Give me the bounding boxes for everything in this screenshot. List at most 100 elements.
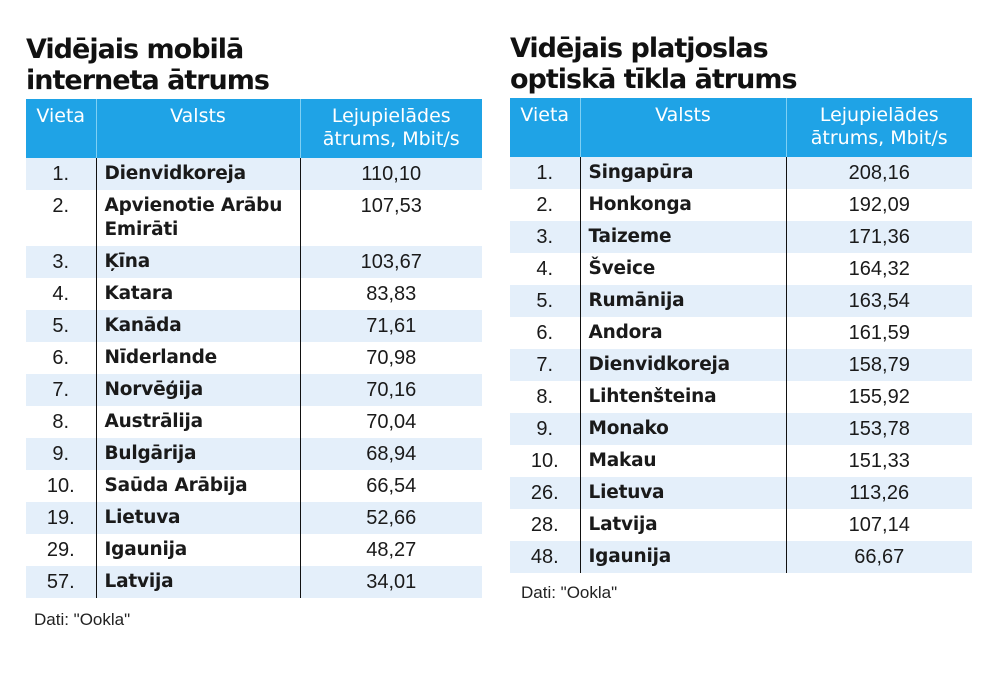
table-row: 3. Taizeme 171,36 bbox=[510, 221, 972, 253]
country-cell: Makau bbox=[579, 445, 786, 477]
table-row: 2. Honkonga 192,09 bbox=[510, 189, 972, 221]
mobile-speed-title: Vidējais mobilā interneta ātrums bbox=[26, 0, 482, 99]
rank-cell: 10. bbox=[26, 470, 96, 502]
rank-cell: 57. bbox=[26, 566, 96, 598]
speed-cell: 192,09 bbox=[785, 189, 972, 221]
table-row: 48. Igaunija 66,67 bbox=[510, 541, 972, 573]
speed-cell: 71,61 bbox=[299, 310, 482, 342]
rank-cell: 26. bbox=[510, 477, 580, 509]
country-cell: Rumānija bbox=[579, 285, 786, 317]
mobile-speed-panel: Vidējais mobilā interneta ātrums Vieta V… bbox=[26, 0, 482, 630]
country-cell: Šveice bbox=[579, 253, 786, 285]
speed-cell: 107,14 bbox=[785, 509, 972, 541]
fiber-source-note: Dati: "Ookla" bbox=[521, 583, 618, 602]
rank-cell: 5. bbox=[510, 285, 580, 317]
fiber-speed-title: Vidējais platjoslas optiskā tīkla ātrums bbox=[510, 0, 972, 98]
rank-cell: 7. bbox=[510, 349, 580, 381]
rank-cell: 8. bbox=[26, 406, 96, 438]
table-row: 2. Apvienotie Arābu Emirāti 107,53 bbox=[26, 190, 482, 246]
table-row: 5. Kanāda 71,61 bbox=[26, 310, 482, 342]
country-cell: Taizeme bbox=[579, 221, 786, 253]
table-row: 10. Saūda Arābija 66,54 bbox=[26, 470, 482, 502]
fiber-title-line1: Vidējais platjoslas bbox=[510, 33, 769, 64]
country-cell: Bulgārija bbox=[95, 438, 300, 470]
speed-cell: 52,66 bbox=[299, 502, 482, 534]
speed-cell: 70,16 bbox=[299, 374, 482, 406]
header-rank: Vieta bbox=[510, 98, 580, 157]
table-row: 7. Dienvidkoreja 158,79 bbox=[510, 349, 972, 381]
speed-cell: 48,27 bbox=[299, 534, 482, 566]
header-speed: Lejupielādes ātrums, Mbit/s bbox=[785, 98, 972, 157]
country-cell: Lietuva bbox=[95, 502, 300, 534]
table-row: 1. Singapūra 208,16 bbox=[510, 157, 972, 189]
header-country: Valsts bbox=[95, 99, 300, 158]
speed-cell: 208,16 bbox=[785, 157, 972, 189]
country-cell: Dienvidkoreja bbox=[95, 158, 300, 190]
table-row: 6. Nīderlande 70,98 bbox=[26, 342, 482, 374]
table-row: 5. Rumānija 163,54 bbox=[510, 285, 972, 317]
table-row: 7. Norvēģija 70,16 bbox=[26, 374, 482, 406]
table-row: 57. Latvija 34,01 bbox=[26, 566, 482, 598]
speed-cell: 34,01 bbox=[299, 566, 482, 598]
country-cell: Igaunija bbox=[579, 541, 786, 573]
country-cell: Andora bbox=[579, 317, 786, 349]
speed-cell: 155,92 bbox=[785, 381, 972, 413]
table-header-row: Vieta Valsts Lejupielādes ātrums, Mbit/s bbox=[510, 98, 972, 157]
table-row: 4. Šveice 164,32 bbox=[510, 253, 972, 285]
speed-cell: 153,78 bbox=[785, 413, 972, 445]
speed-cell: 66,67 bbox=[785, 541, 972, 573]
header-rank: Vieta bbox=[26, 99, 96, 158]
table-row: 10. Makau 151,33 bbox=[510, 445, 972, 477]
rank-cell: 4. bbox=[26, 278, 96, 310]
speed-cell: 158,79 bbox=[785, 349, 972, 381]
rank-cell: 2. bbox=[510, 189, 580, 221]
mobile-source-note: Dati: "Ookla" bbox=[34, 610, 131, 629]
speed-cell: 103,67 bbox=[299, 246, 482, 278]
rank-cell: 28. bbox=[510, 509, 580, 541]
rank-cell: 3. bbox=[26, 246, 96, 278]
rank-cell: 9. bbox=[26, 438, 96, 470]
table-row: 4. Katara 83,83 bbox=[26, 278, 482, 310]
fiber-speed-table: Vieta Valsts Lejupielādes ātrums, Mbit/s… bbox=[510, 98, 972, 573]
mobile-title-line1: Vidējais mobilā bbox=[26, 34, 244, 65]
rank-cell: 29. bbox=[26, 534, 96, 566]
table-row: 26. Lietuva 113,26 bbox=[510, 477, 972, 509]
table-row: 1. Dienvidkoreja 110,10 bbox=[26, 158, 482, 190]
rank-cell: 3. bbox=[510, 221, 580, 253]
country-cell: Lietuva bbox=[579, 477, 786, 509]
mobile-table-body: 1. Dienvidkoreja 110,10 2. Apvienotie Arābu … bbox=[26, 158, 482, 598]
speed-cell: 113,26 bbox=[785, 477, 972, 509]
fiber-title-line2: optiskā tīkla ātrums bbox=[510, 64, 798, 95]
rank-cell: 5. bbox=[26, 310, 96, 342]
table-row: 19. Lietuva 52,66 bbox=[26, 502, 482, 534]
rank-cell: 6. bbox=[510, 317, 580, 349]
mobile-title-line2: interneta ātrums bbox=[26, 65, 270, 96]
speed-cell: 107,53 bbox=[299, 190, 482, 246]
rank-cell: 10. bbox=[510, 445, 580, 477]
country-cell: Dienvidkoreja bbox=[579, 349, 786, 381]
fiber-speed-panel: Vidējais platjoslas optiskā tīkla ātrums… bbox=[510, 0, 972, 603]
speed-cell: 110,10 bbox=[299, 158, 482, 190]
country-cell: Honkonga bbox=[579, 189, 786, 221]
speed-cell: 151,33 bbox=[785, 445, 972, 477]
rank-cell: 1. bbox=[26, 158, 96, 190]
country-cell: Apvienotie Arābu Emirāti bbox=[95, 190, 300, 246]
header-speed: Lejupielādes ātrums, Mbit/s bbox=[299, 99, 482, 158]
rank-cell: 2. bbox=[26, 190, 96, 246]
rank-cell: 6. bbox=[26, 342, 96, 374]
country-cell: Katara bbox=[95, 278, 300, 310]
country-cell: Kanāda bbox=[95, 310, 300, 342]
fiber-table-body: 1. Singapūra 208,16 2. Honkonga 192,09 3. Taize… bbox=[510, 157, 972, 573]
country-cell: Lihtenšteina bbox=[579, 381, 786, 413]
speed-cell: 83,83 bbox=[299, 278, 482, 310]
rank-cell: 1. bbox=[510, 157, 580, 189]
rank-cell: 8. bbox=[510, 381, 580, 413]
table-row: 6. Andora 161,59 bbox=[510, 317, 972, 349]
table-row: 28. Latvija 107,14 bbox=[510, 509, 972, 541]
table-row: 9. Monako 153,78 bbox=[510, 413, 972, 445]
speed-cell: 163,54 bbox=[785, 285, 972, 317]
rank-cell: 7. bbox=[26, 374, 96, 406]
country-cell: Latvija bbox=[579, 509, 786, 541]
mobile-speed-table: Vieta Valsts Lejupielādes ātrums, Mbit/s… bbox=[26, 99, 482, 598]
country-cell: Igaunija bbox=[95, 534, 300, 566]
